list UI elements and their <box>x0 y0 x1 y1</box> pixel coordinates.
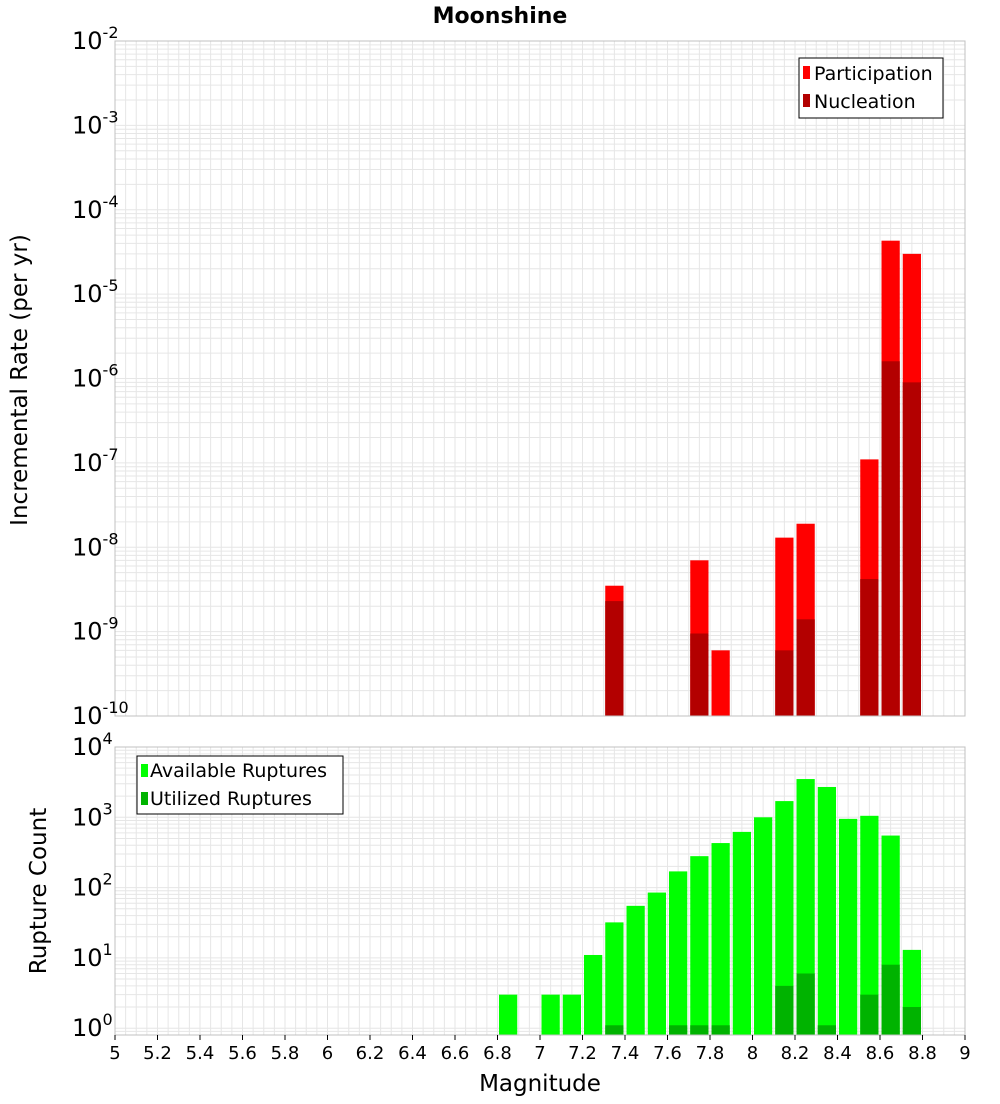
x-tick-label: 8.8 <box>908 1043 937 1064</box>
rate-bar-secondary <box>881 361 900 716</box>
rate-y-tick-label: 10-2 <box>72 23 119 55</box>
x-tick-label: 5.8 <box>271 1043 300 1064</box>
x-tick-label: 5.6 <box>228 1043 257 1064</box>
legend-label-participation: Participation <box>814 63 933 85</box>
x-tick-label: 7.8 <box>696 1043 725 1064</box>
count-bar-primary <box>860 815 879 1035</box>
count-bar-secondary <box>817 1025 836 1035</box>
legend-swatch-utilized <box>141 792 148 805</box>
count-bar-primary <box>647 892 666 1035</box>
rate-bar-secondary <box>796 619 815 716</box>
count-legend-box <box>136 755 344 815</box>
x-tick-label: 8.4 <box>823 1043 852 1064</box>
x-tick-label: 6.4 <box>398 1043 427 1064</box>
x-tick-label: 7.2 <box>568 1043 597 1064</box>
x-tick-label: 7 <box>534 1043 545 1064</box>
x-tick-label: 6.2 <box>356 1043 385 1064</box>
count-bar-primary <box>839 818 858 1035</box>
rate-panel: 10-2 10-3 10-4 10-5 10-6 10-7 10-8 10-9 10-10 In… <box>7 23 966 730</box>
rate-legend: Participation Nucleation <box>798 57 944 119</box>
count-bar-primary <box>499 994 518 1035</box>
count-y-tick-label: 101 <box>72 940 113 972</box>
count-y-tick-label: 104 <box>72 729 113 761</box>
rate-y-tick-label: 10-3 <box>72 107 119 139</box>
count-bar-primary <box>732 831 751 1035</box>
count-bar-secondary <box>605 1025 624 1035</box>
count-bar-primary <box>541 994 560 1035</box>
x-tick-label: 5 <box>109 1043 120 1064</box>
rate-y-tick-label: 10-4 <box>72 192 119 224</box>
x-tick-label: 6.8 <box>483 1043 512 1064</box>
chart-title: Moonshine <box>433 4 568 29</box>
x-tick-label: 7.6 <box>653 1043 682 1064</box>
x-tick-label: 8.6 <box>866 1043 895 1064</box>
rate-plot-frame <box>114 40 966 717</box>
rate-y-tick-label: 10-6 <box>72 361 119 393</box>
count-bar-primary <box>584 954 603 1035</box>
count-bar-primary <box>690 856 709 1035</box>
count-bar-secondary <box>690 1025 709 1035</box>
rate-bar-secondary <box>690 633 709 716</box>
count-bar-primary <box>796 779 815 1035</box>
x-tick-label: 5.4 <box>186 1043 215 1064</box>
x-tick-label: 7.4 <box>611 1043 640 1064</box>
count-bar-secondary <box>796 973 815 1035</box>
count-bar-secondary <box>711 1025 730 1035</box>
rate-bar-secondary <box>775 650 794 716</box>
count-bar-primary <box>626 905 645 1035</box>
count-y-tick-label: 100 <box>72 1010 113 1042</box>
count-y-tick-label: 102 <box>72 870 113 902</box>
count-bars <box>499 779 921 1035</box>
magnitude-x-ticks: 5 5.2 5.4 5.6 5.8 6 6.2 6.4 6.6 6.8 7 7.2 7.4 7.6 7.8 8… <box>109 1035 971 1064</box>
rate-bar-secondary <box>605 601 624 716</box>
legend-label-nucleation: Nucleation <box>814 91 916 113</box>
count-bar-secondary <box>902 1007 921 1035</box>
rate-y-tick-label: 10-7 <box>72 445 119 477</box>
count-bar-primary <box>754 817 773 1035</box>
rate-y-tick-label: 10-5 <box>72 276 119 308</box>
x-axis-label: Magnitude <box>479 1071 601 1097</box>
count-y-tick-label: 103 <box>72 799 113 831</box>
rate-bar-secondary <box>902 382 921 716</box>
rate-bar-secondary <box>860 579 879 716</box>
rate-y-tick-label: 10-8 <box>72 529 119 561</box>
count-bar-primary <box>562 994 581 1035</box>
count-bar-secondary <box>881 964 900 1035</box>
rate-y-ticks: 10-2 10-3 10-4 10-5 10-6 10-7 10-8 10-9 10-10 <box>72 23 129 730</box>
count-y-axis-label: Rupture Count <box>26 808 52 974</box>
count-bar-primary <box>669 871 688 1035</box>
x-tick-label: 6.6 <box>441 1043 470 1064</box>
count-y-ticks: 104 103 102 101 100 <box>72 729 113 1042</box>
count-bar-secondary <box>669 1025 688 1035</box>
legend-label-utilized: Utilized Ruptures <box>150 788 312 810</box>
rate-y-tick-label: 10-9 <box>72 614 119 646</box>
count-bar-secondary <box>775 985 794 1035</box>
legend-swatch-participation <box>803 66 810 79</box>
count-bar-primary <box>817 786 836 1035</box>
rate-bars <box>605 240 921 717</box>
x-tick-label: 5.2 <box>143 1043 172 1064</box>
count-bar-primary <box>605 922 624 1035</box>
rate-legend-box <box>798 57 944 119</box>
legend-swatch-nucleation <box>803 94 810 107</box>
x-tick-label: 9 <box>959 1043 970 1064</box>
count-bar-primary <box>711 843 730 1035</box>
legend-swatch-available <box>141 764 148 777</box>
count-bar-secondary <box>860 994 879 1035</box>
rate-bar-primary <box>711 650 730 716</box>
x-tick-label: 8 <box>747 1043 758 1064</box>
x-tick-label: 6 <box>322 1043 333 1064</box>
legend-label-available: Available Ruptures <box>150 760 327 782</box>
x-tick-label: 8.2 <box>781 1043 810 1064</box>
rate-y-tick-label: 10-10 <box>72 698 129 730</box>
rate-grid <box>114 40 966 717</box>
count-legend: Available Ruptures Utilized Ruptures <box>136 755 344 815</box>
count-panel: 104 103 102 101 100 5 5.2 5.4 5.6 5.8 6 6.2 6.4 6.6 6… <box>26 729 971 1097</box>
count-bar-primary <box>775 801 794 1035</box>
rate-y-axis-label: Incremental Rate (per yr) <box>7 234 33 526</box>
